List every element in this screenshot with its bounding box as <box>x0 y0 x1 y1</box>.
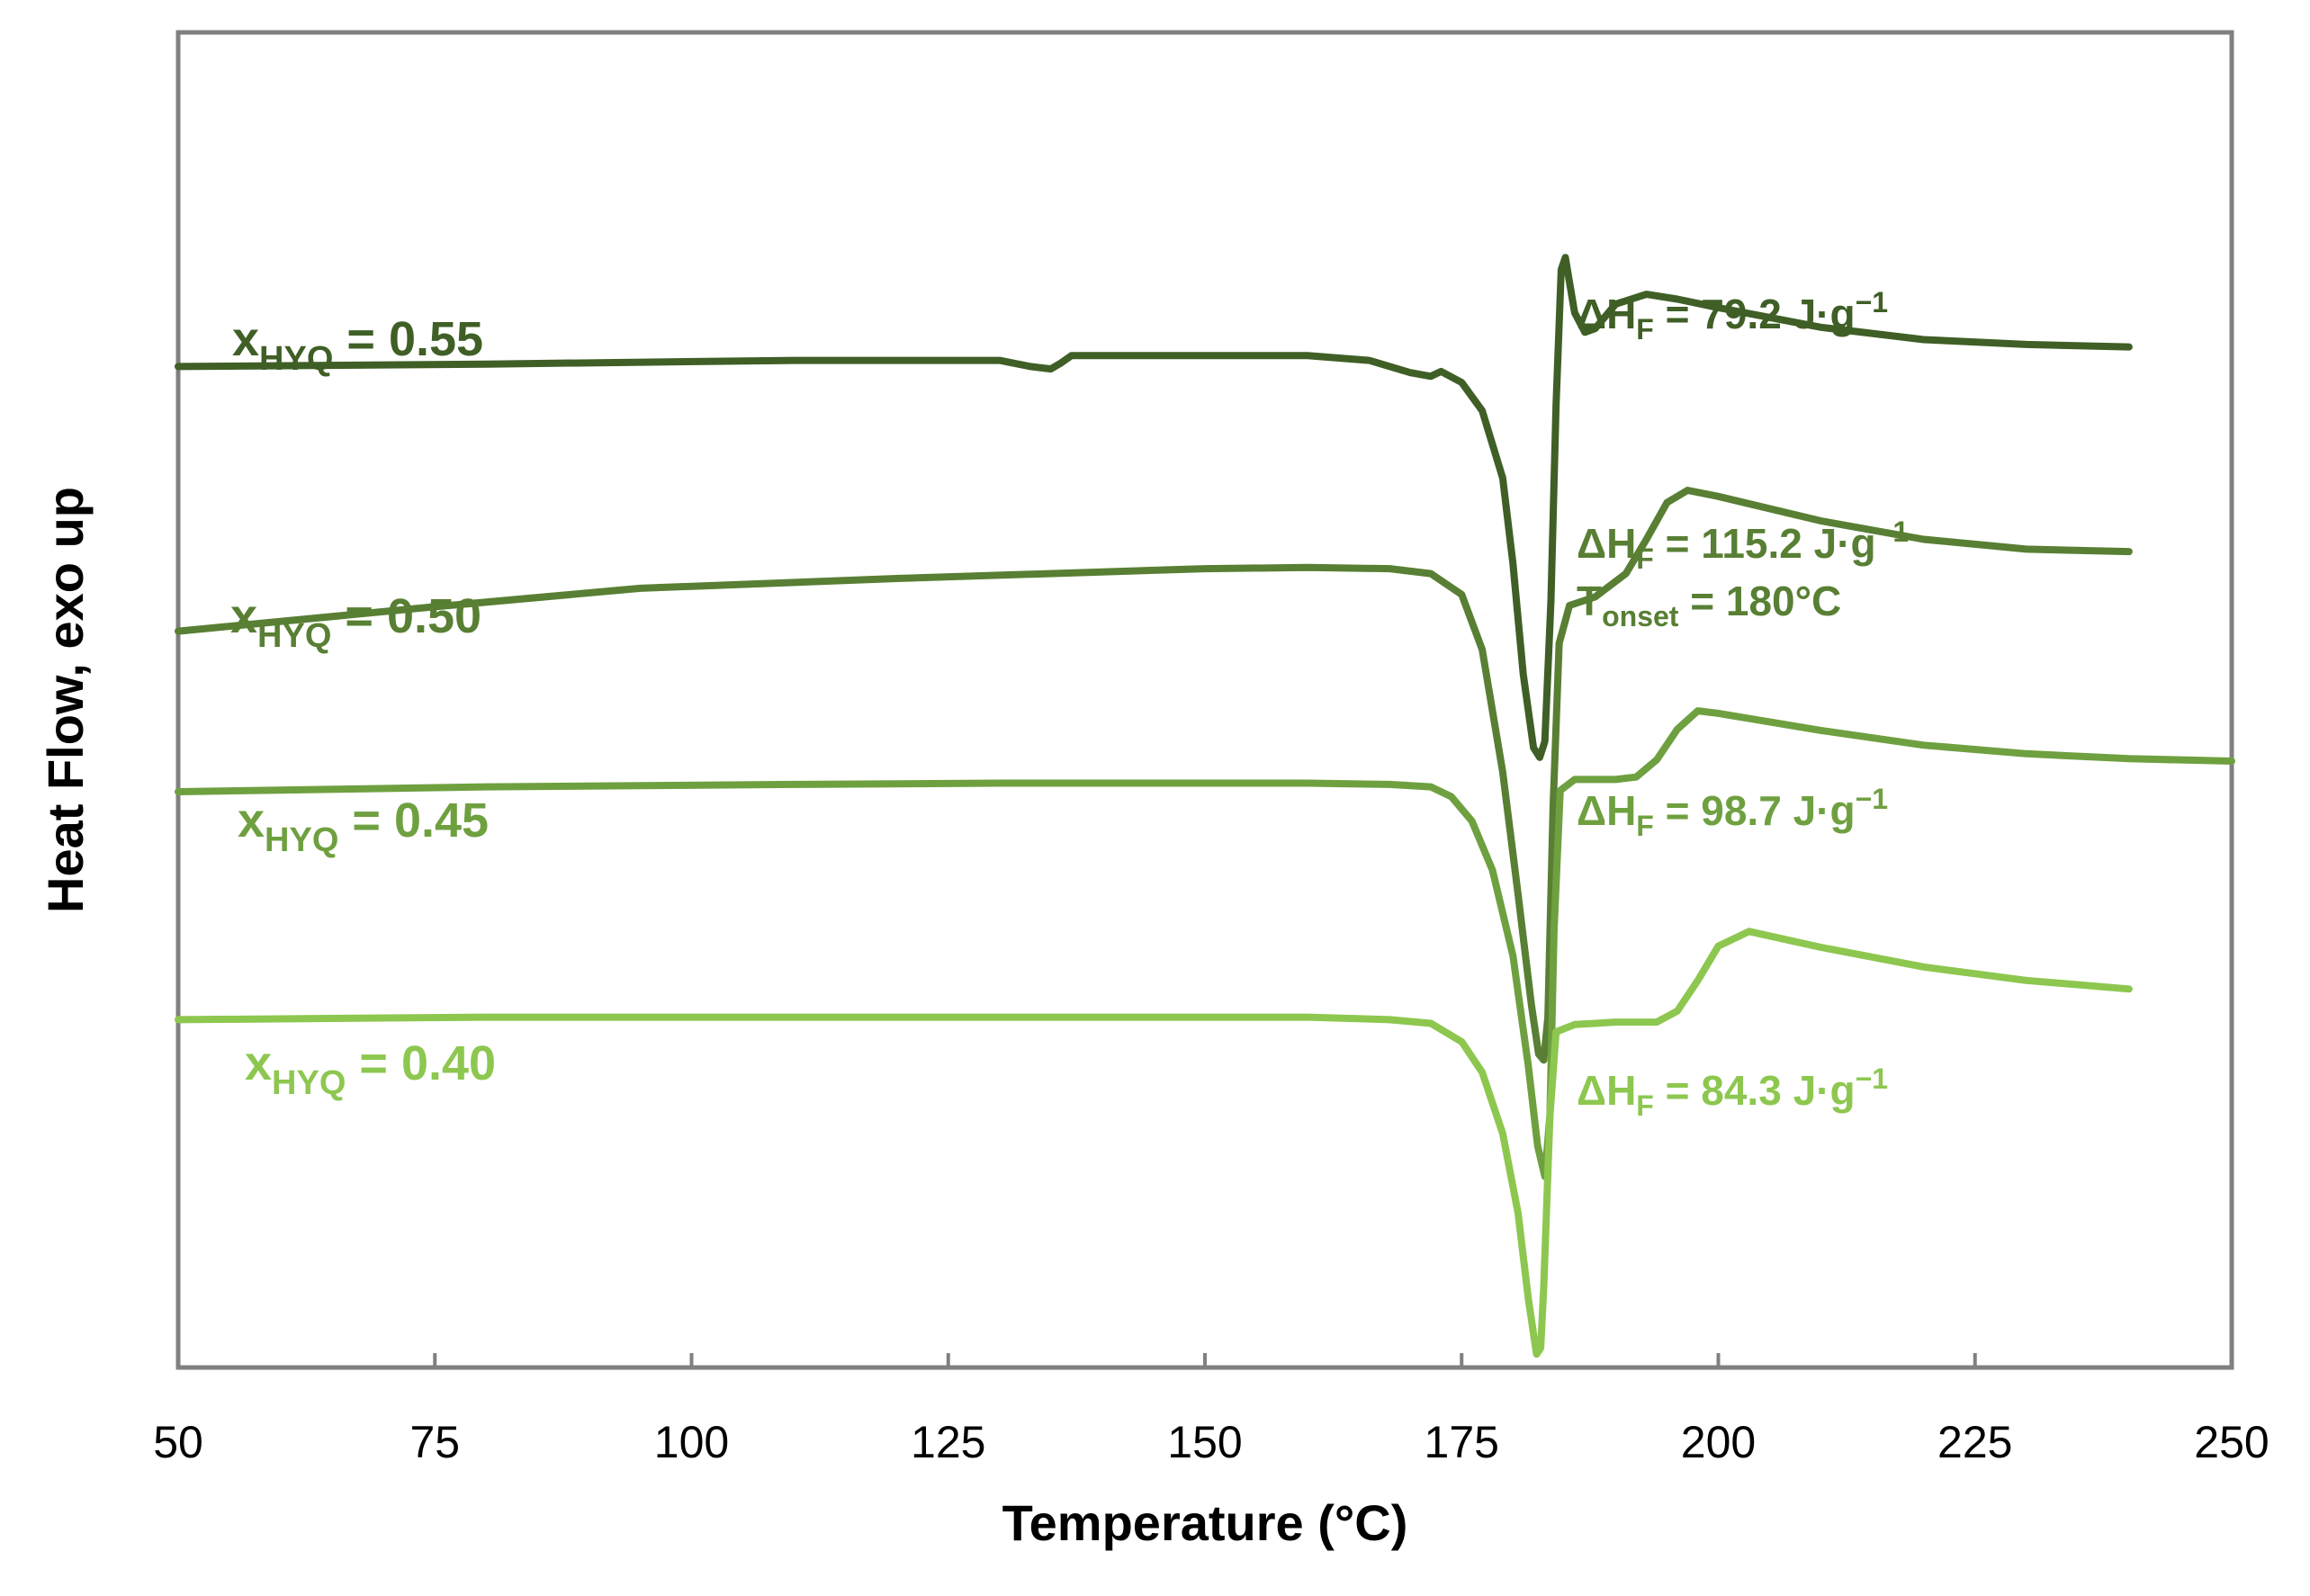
x-axis-tick-labels: 50 75 100 125 150 175 200 225 250 <box>153 1417 2270 1467</box>
series-label-0.40: xHYQ = 0.40 <box>245 1036 496 1102</box>
onset-temperature-label: Tonset = 180°C <box>1577 578 1841 632</box>
enthalpy-annotations: ΔHF = 79.2 J·g−1 ΔHF = 115.2 J·g−1Tonset … <box>1577 286 1909 1122</box>
x-tick-label-100: 100 <box>654 1417 729 1467</box>
enthalpy-label-2: ΔHF = 98.7 J·g−1 <box>1577 783 1888 842</box>
x-tick-label-50: 50 <box>153 1417 203 1467</box>
x-tick-label-250: 250 <box>2194 1417 2269 1467</box>
series-label-0.55: xHYQ = 0.55 <box>232 312 483 378</box>
x-tick-label-175: 175 <box>1425 1417 1499 1467</box>
series-label-0.45: xHYQ = 0.45 <box>238 794 489 859</box>
dsc-curve-0.50 <box>175 487 2133 1064</box>
x-tick-label-125: 125 <box>911 1417 985 1467</box>
series-labels: xHYQ = 0.55 xHYQ = 0.50 xHYQ = 0.45 xHYQ = … <box>230 312 496 1102</box>
y-axis-title: Heat Flow, exo up <box>37 487 94 913</box>
x-axis-title: Temperature (°C) <box>1002 1494 1408 1551</box>
x-tick-label-150: 150 <box>1167 1417 1242 1467</box>
enthalpy-label-3: ΔHF = 84.3 J·g−1 <box>1577 1063 1888 1122</box>
x-tick-label-75: 75 <box>409 1417 460 1467</box>
x-tick-label-200: 200 <box>1681 1417 1756 1467</box>
dsc-curves <box>175 254 2235 1358</box>
enthalpy-label-1: ΔHF = 115.2 J·g−1 <box>1577 516 1909 575</box>
dsc-curve-0.55 <box>175 254 2133 761</box>
dsc-curve-0.40 <box>175 928 2133 1358</box>
enthalpy-label-0: ΔHF = 79.2 J·g−1 <box>1577 286 1888 345</box>
x-tick-label-225: 225 <box>1937 1417 2012 1467</box>
series-label-0.50: xHYQ = 0.50 <box>230 589 481 655</box>
x-axis-ticks <box>176 1353 2234 1367</box>
